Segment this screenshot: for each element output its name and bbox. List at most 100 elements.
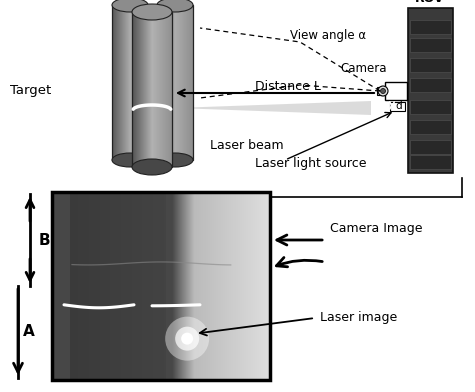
Bar [191, 5, 192, 160]
Bar [232, 192, 233, 380]
Bar [191, 192, 192, 380]
Text: Laser beam: Laser beam [210, 138, 284, 151]
Bar [153, 12, 155, 167]
Bar [266, 192, 267, 380]
Bar [132, 192, 133, 380]
Bar [83, 192, 84, 380]
Bar [190, 5, 191, 160]
Bar [163, 5, 164, 160]
Bar [259, 192, 260, 380]
Text: Laser image: Laser image [320, 312, 397, 325]
Bar [190, 192, 191, 380]
Bar [135, 5, 137, 160]
Bar [69, 192, 70, 380]
Text: View angle α: View angle α [290, 29, 366, 42]
Bar [157, 192, 158, 380]
Bar [59, 192, 60, 380]
Bar [185, 5, 187, 160]
Bar [52, 192, 270, 380]
Polygon shape [175, 101, 371, 115]
Ellipse shape [380, 89, 386, 94]
Bar [99, 192, 100, 380]
Bar [105, 192, 106, 380]
Bar [115, 192, 116, 380]
Ellipse shape [112, 153, 148, 167]
Bar [122, 192, 123, 380]
Bar [162, 12, 163, 167]
Bar [111, 192, 112, 380]
Bar [262, 192, 263, 380]
Bar [75, 192, 76, 380]
Bar [70, 192, 71, 380]
Bar [113, 192, 114, 380]
Bar [242, 192, 243, 380]
Bar [68, 192, 69, 380]
Bar [410, 120, 451, 134]
Bar [234, 192, 235, 380]
Bar [198, 192, 199, 380]
Bar [196, 192, 197, 380]
Bar [246, 192, 247, 380]
Bar [120, 5, 121, 160]
Bar [215, 192, 216, 380]
Bar [175, 192, 176, 380]
Bar [167, 12, 169, 167]
Bar [103, 192, 104, 380]
Bar [160, 192, 161, 380]
Bar [161, 5, 162, 160]
Bar [117, 5, 118, 160]
Bar [82, 192, 83, 380]
Bar [240, 192, 241, 380]
Bar [127, 5, 128, 160]
Bar [167, 192, 168, 380]
Bar [257, 192, 258, 380]
Bar [96, 192, 97, 380]
Bar [268, 192, 269, 380]
Bar [180, 192, 181, 380]
Bar [52, 192, 53, 380]
Bar [220, 192, 221, 380]
Bar [159, 12, 161, 167]
Bar [174, 192, 175, 380]
Bar [155, 192, 156, 380]
Bar [171, 12, 172, 167]
Bar [189, 192, 190, 380]
Bar [95, 192, 96, 380]
Bar [114, 192, 115, 380]
Bar [185, 192, 186, 380]
Bar [169, 5, 170, 160]
Bar [152, 192, 153, 380]
Bar [170, 192, 171, 380]
Bar [173, 192, 174, 380]
Bar [180, 5, 182, 160]
Bar [144, 5, 145, 160]
Bar [65, 192, 66, 380]
Bar [235, 192, 236, 380]
Bar [136, 12, 137, 167]
Bar [109, 192, 110, 380]
Bar [141, 192, 142, 380]
Text: B: B [39, 232, 51, 247]
Bar [178, 192, 179, 380]
Bar [182, 5, 184, 160]
Bar [73, 192, 74, 380]
Bar [173, 5, 175, 160]
Bar [54, 192, 55, 380]
Bar [130, 192, 131, 380]
Text: Target: Target [10, 83, 51, 96]
Bar [207, 192, 208, 380]
Text: d: d [395, 100, 402, 111]
Bar [101, 192, 102, 380]
Bar [67, 192, 68, 380]
Bar [267, 192, 268, 380]
Bar [133, 12, 134, 167]
Bar [145, 192, 146, 380]
Ellipse shape [378, 86, 388, 96]
Bar [143, 5, 144, 160]
Bar [165, 192, 166, 380]
Bar [138, 5, 140, 160]
Circle shape [181, 333, 193, 345]
Bar [148, 192, 149, 380]
Bar [222, 192, 223, 380]
Bar [76, 192, 77, 380]
